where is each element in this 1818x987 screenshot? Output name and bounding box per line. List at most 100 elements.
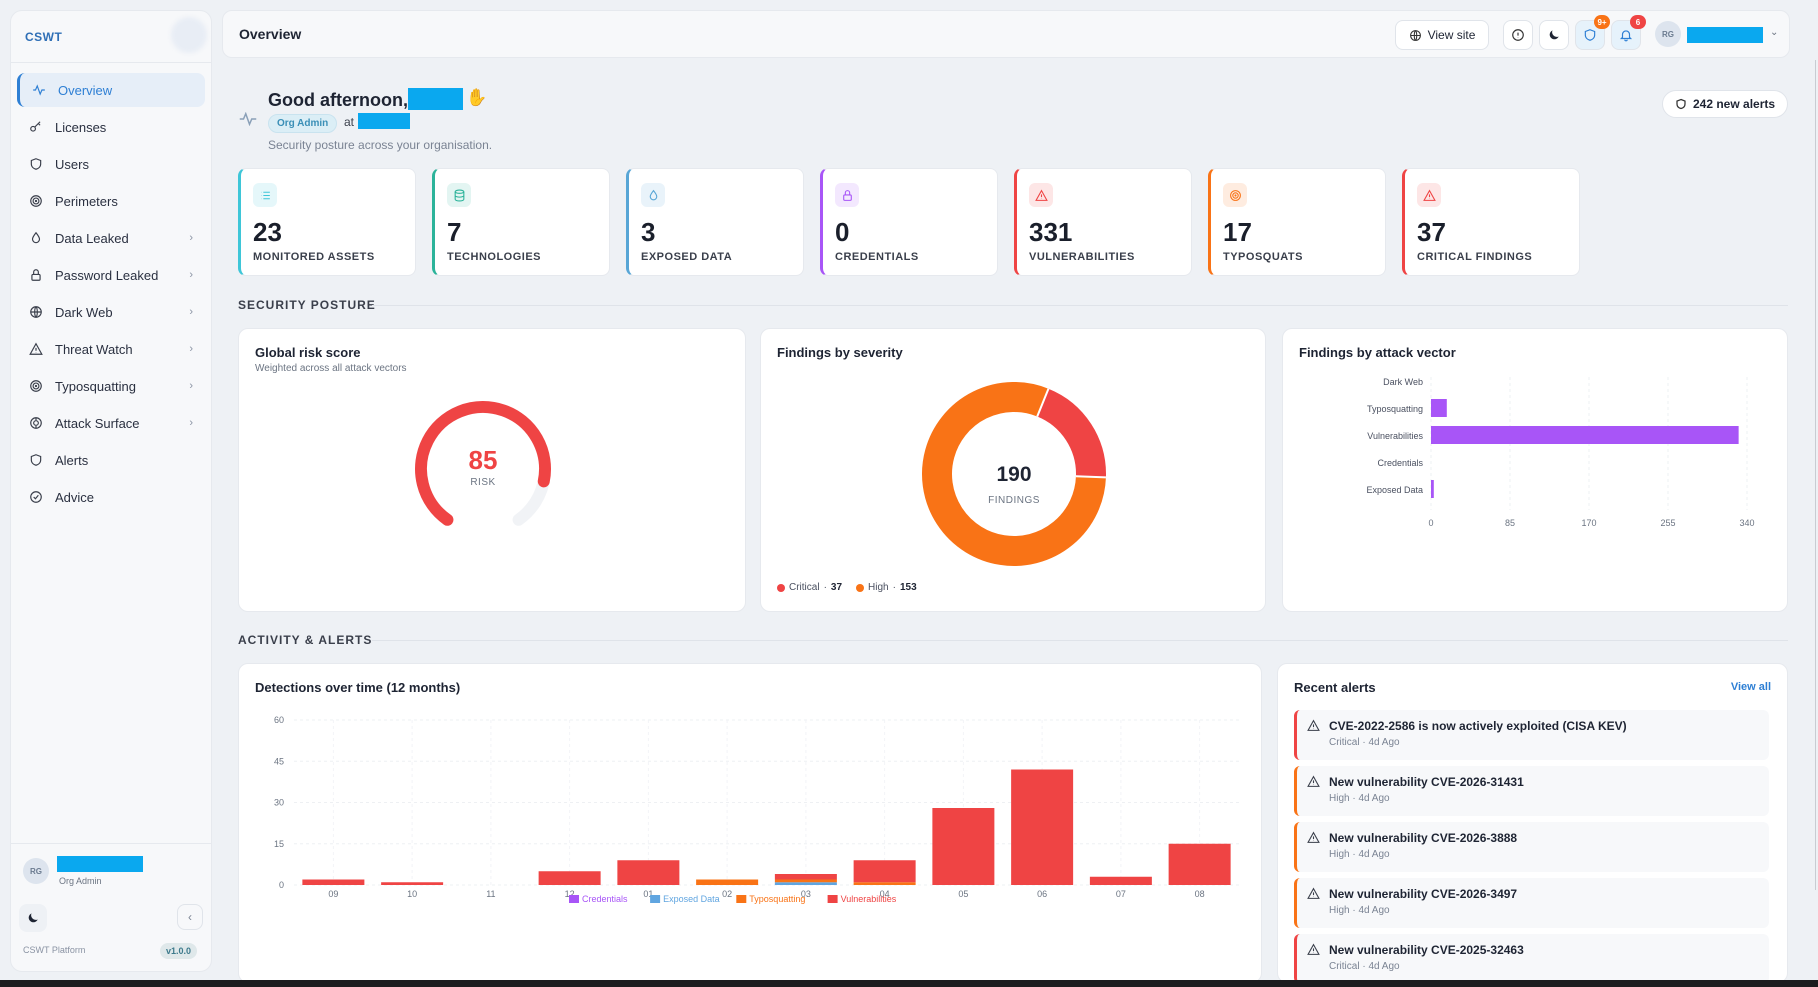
legend-dot: [856, 583, 865, 592]
bar-vulnerabilities[interactable]: [774, 874, 837, 880]
view-all-link[interactable]: View all: [1730, 681, 1771, 693]
bar-exposed-data[interactable]: [1431, 480, 1434, 498]
chevron-right-icon: ›: [189, 343, 193, 355]
alert-item[interactable]: New vulnerability CVE-2026-3888 High · 4d…: [1294, 822, 1769, 872]
chevron-down-icon[interactable]: ⌄: [1770, 27, 1779, 38]
sidebar-item-label: Typosquatting: [55, 378, 136, 394]
stat-value: 331: [1029, 217, 1073, 247]
check-circle-icon: [27, 488, 45, 506]
sidebar-item-typosquatting[interactable]: Typosquatting ›: [17, 369, 205, 403]
bar-vulnerabilities[interactable]: [1011, 769, 1074, 886]
scrollbar[interactable]: [1810, 60, 1816, 890]
security-alerts-button[interactable]: 9+: [1575, 15, 1610, 50]
bar-exposed-data[interactable]: [774, 882, 837, 885]
new-alerts-button[interactable]: 242 new alerts: [1662, 90, 1789, 118]
user-name-redacted[interactable]: [1687, 27, 1763, 43]
legend-dot: [777, 583, 785, 592]
sidebar-item-label: Licenses: [55, 119, 107, 135]
bar-typosquatting[interactable]: [853, 882, 916, 885]
logo[interactable]: CSWT: [11, 11, 211, 63]
user-name-redacted: [57, 856, 143, 872]
bar-typosquatting[interactable]: [774, 879, 837, 883]
sidebar-item-advice[interactable]: Advice: [17, 480, 205, 514]
bar-vulnerabilities[interactable]: [617, 860, 680, 885]
x-tick-label: 11: [486, 889, 495, 899]
sidebar-item-label: Users: [55, 156, 89, 172]
bar-vulnerabilities[interactable]: [1431, 426, 1739, 444]
bar-vulnerabilities[interactable]: [853, 860, 916, 883]
alert-item[interactable]: New vulnerability CVE-2026-31431 High · 4…: [1294, 766, 1769, 816]
slice-separator: [1036, 388, 1050, 417]
stat-card-technologies[interactable]: 7 TECHNOLOGIES: [432, 168, 610, 276]
notifications-button[interactable]: 6: [1611, 15, 1646, 50]
x-tick-label: 01: [643, 889, 653, 899]
sidebar-item-overview[interactable]: Overview: [17, 73, 205, 107]
wave-icon: ✋: [466, 88, 488, 107]
donut-slice-critical[interactable]: [1036, 388, 1106, 478]
y-category-label: Typosquatting: [1367, 404, 1423, 414]
window-edge: [0, 980, 1818, 987]
y-category-label: Credentials: [1377, 458, 1423, 468]
stat-label: VULNERABILITIES: [1029, 251, 1135, 263]
shield-icon: [27, 451, 45, 469]
bar-vulnerabilities[interactable]: [932, 808, 995, 885]
donut-slice-high[interactable]: [922, 382, 1106, 566]
bar-typosquatting[interactable]: [1431, 399, 1447, 417]
stat-card-typosquats[interactable]: 17 TYPOSQUATS: [1208, 168, 1386, 276]
view-site-button[interactable]: View site: [1395, 20, 1489, 50]
target-icon: [27, 377, 45, 395]
database-icon: [447, 183, 471, 207]
lock-icon: [835, 183, 859, 207]
avatar[interactable]: RG: [23, 858, 49, 884]
sidebar-item-dark-web[interactable]: Dark Web ›: [17, 295, 205, 329]
stat-card-exposed-data[interactable]: 3 EXPOSED DATA: [626, 168, 804, 276]
bar-vulnerabilities[interactable]: [1168, 843, 1231, 885]
alert-item[interactable]: New vulnerability CVE-2025-32463 Critical…: [1294, 934, 1769, 982]
dark-mode-button[interactable]: [1539, 20, 1569, 50]
stat-card-monitored-assets[interactable]: 23 MONITORED ASSETS: [238, 168, 416, 276]
card-title: Global risk score: [255, 345, 361, 360]
sidebar-item-password-leaked[interactable]: Password Leaked ›: [17, 258, 205, 292]
sidebar-item-threat-watch[interactable]: Threat Watch ›: [17, 332, 205, 366]
stat-card-critical-findings[interactable]: 37 CRITICAL FINDINGS: [1402, 168, 1580, 276]
theme-toggle-button[interactable]: [19, 904, 47, 932]
sidebar-item-licenses[interactable]: Licenses: [17, 110, 205, 144]
collapse-sidebar-button[interactable]: ‹: [177, 904, 203, 930]
bar-vulnerabilities[interactable]: [302, 879, 365, 886]
sidebar-item-users[interactable]: Users: [17, 147, 205, 181]
x-tick-label: 09: [328, 889, 338, 899]
sidebar-item-attack-surface[interactable]: Attack Surface ›: [17, 406, 205, 440]
stat-value: 3: [641, 217, 656, 247]
x-tick-label: 03: [801, 889, 811, 899]
legend-label: Exposed Data: [663, 894, 720, 904]
stat-value: 7: [447, 217, 462, 247]
stat-card-credentials[interactable]: 0 CREDENTIALS: [820, 168, 998, 276]
attack-vector-card: Findings by attack vector 0 85 170 255 340 Da…: [1282, 328, 1788, 612]
sidebar-item-perimeters[interactable]: Perimeters: [17, 184, 205, 218]
bar-vulnerabilities[interactable]: [538, 871, 601, 885]
bar-typosquatting[interactable]: [696, 879, 759, 886]
bar-vulnerabilities[interactable]: [381, 882, 444, 885]
sidebar-item-label: Perimeters: [55, 193, 118, 209]
chevron-left-icon: ‹: [188, 910, 192, 924]
x-tick-label: 07: [1116, 889, 1126, 899]
sidebar-item-data-leaked[interactable]: Data Leaked ›: [17, 221, 205, 255]
x-tick-label: 340: [1739, 518, 1754, 528]
stat-value: 23: [253, 217, 282, 247]
shield-icon: [1676, 98, 1686, 110]
alert-item[interactable]: New vulnerability CVE-2026-3497 High · 4d…: [1294, 878, 1769, 928]
legend-swatch: [569, 895, 579, 903]
avatar[interactable]: RG: [1655, 21, 1681, 47]
stat-card-vulnerabilities[interactable]: 331 VULNERABILITIES: [1014, 168, 1192, 276]
alert-item[interactable]: CVE-2022-2586 is now actively exploited …: [1294, 710, 1769, 760]
recent-alerts-card: Recent alerts View all CVE-2022-2586 is …: [1277, 663, 1788, 983]
sidebar-item-label: Password Leaked: [55, 267, 159, 283]
bar-vulnerabilities[interactable]: [1089, 876, 1152, 885]
info-button[interactable]: [1503, 20, 1533, 50]
view-site-label: View site: [1427, 28, 1476, 42]
sidebar-item-alerts[interactable]: Alerts: [17, 443, 205, 477]
greeting: Good afternoon,: [268, 90, 408, 110]
warning-icon: [1307, 943, 1320, 955]
top-bar: Overview View site 9+ 6 RG ⌄: [222, 10, 1790, 58]
slice-separator: [1075, 475, 1106, 479]
